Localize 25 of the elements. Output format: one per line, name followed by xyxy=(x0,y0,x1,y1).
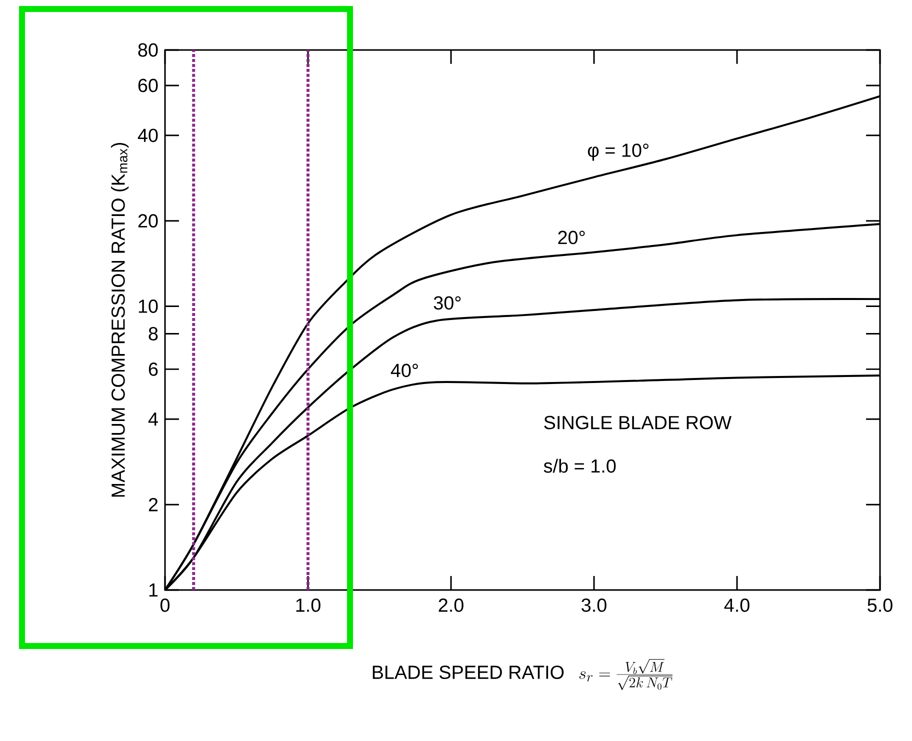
x-tick-label: 4.0 xyxy=(724,598,750,612)
x-tick-label: 0 xyxy=(160,598,170,612)
annotation: SINGLE BLADE ROW xyxy=(544,416,732,430)
y-tick-label: 1 xyxy=(149,583,158,596)
text: $s_{r} = \frac{V_{b}\sqrt{M}}{\sqrt{2k\,N_{0}T}}$ xyxy=(579,659,672,690)
y-tick-label: 4 xyxy=(148,412,158,426)
x-tick-label: 2.0 xyxy=(438,598,464,612)
x-tick-label: 5.0 xyxy=(868,598,892,612)
x-axis-title: BLADE SPEED RATIO xyxy=(372,666,564,680)
y-tick-label: 20 xyxy=(138,214,158,228)
y-tick-label: 40 xyxy=(138,128,158,142)
x-tick-label: 3.0 xyxy=(582,598,606,612)
annotation: s/b = 1.0 xyxy=(544,458,616,473)
y-tick-label: 2 xyxy=(148,498,158,512)
y-tick-label: 10 xyxy=(138,300,158,313)
y-tick-label: 8 xyxy=(148,327,158,340)
series-label: 20° xyxy=(558,230,585,244)
series-label: 40° xyxy=(390,364,418,378)
y-axis-title: MAXIMUM COMPRESSION RATIO (K$_{max}$) xyxy=(110,142,129,497)
y-tick-label: 6 xyxy=(148,362,158,376)
y-tick-label: 80 xyxy=(138,43,158,57)
y-tick-label: 60 xyxy=(138,78,158,92)
x-tick-label: 1.0 xyxy=(296,598,320,612)
series-label: 30° xyxy=(434,296,461,310)
series-label: φ = 10° xyxy=(588,144,648,161)
